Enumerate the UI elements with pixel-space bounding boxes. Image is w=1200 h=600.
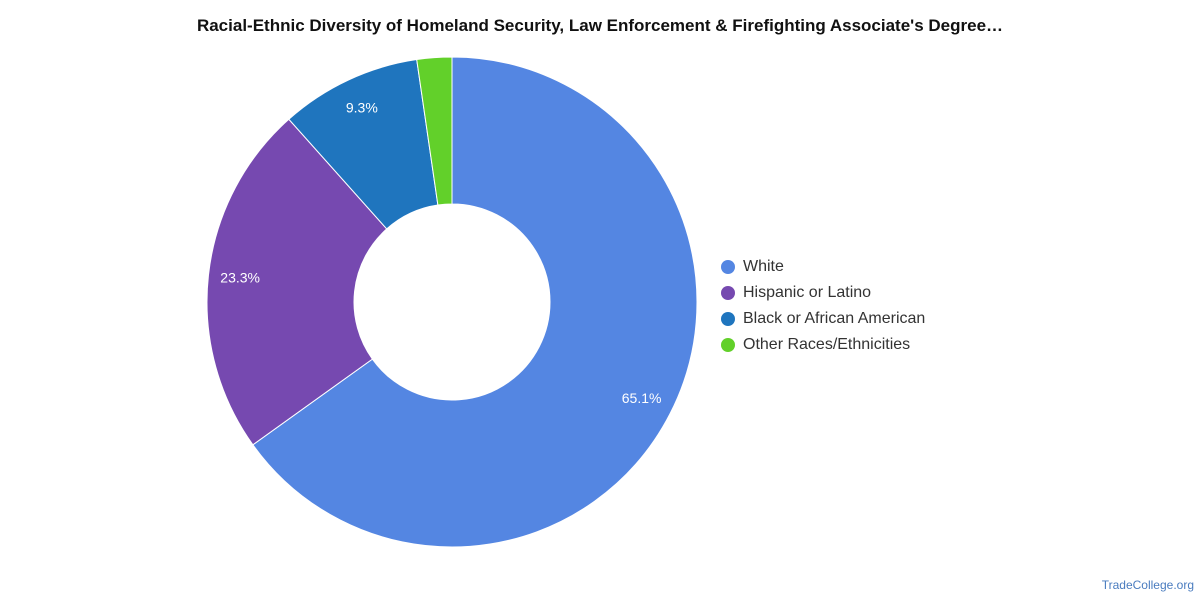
legend-item-white[interactable]: White bbox=[721, 254, 1021, 280]
legend-label-black-or-african-american: Black or African American bbox=[743, 310, 926, 327]
legend-label-other-races-ethnicities: Other Races/Ethnicities bbox=[743, 336, 911, 353]
slice-other-races-ethnicities[interactable] bbox=[416, 56, 453, 206]
chart-legend: White Hispanic or Latino Black or Africa… bbox=[721, 254, 1021, 358]
legend-swatch-black-or-african-american bbox=[721, 312, 735, 326]
legend-item-hispanic-or-latino[interactable]: Hispanic or Latino bbox=[721, 280, 1021, 306]
data-label-black-or-african-american: 9.3% bbox=[346, 100, 378, 116]
source-credit[interactable]: TradeCollege.org bbox=[1101, 578, 1194, 592]
legend-swatch-hispanic-or-latino bbox=[721, 286, 735, 300]
legend-label-hispanic-or-latino: Hispanic or Latino bbox=[743, 284, 872, 301]
slice-white[interactable] bbox=[252, 56, 698, 548]
chart-title: Racial-Ethnic Diversity of Homeland Secu… bbox=[196, 16, 1004, 35]
data-label-hispanic-or-latino: 23.3% bbox=[220, 269, 260, 285]
legend-item-black-or-african-american[interactable]: Black or African American bbox=[721, 306, 1021, 332]
legend-item-other-races-ethnicities[interactable]: Other Races/Ethnicities bbox=[721, 332, 1021, 358]
data-label-white: 65.1% bbox=[622, 390, 662, 406]
legend-label-white: White bbox=[743, 258, 784, 275]
slice-hispanic-or-latino[interactable] bbox=[206, 118, 388, 446]
legend-swatch-other-races-ethnicities bbox=[721, 338, 735, 352]
legend-swatch-white bbox=[721, 260, 735, 274]
